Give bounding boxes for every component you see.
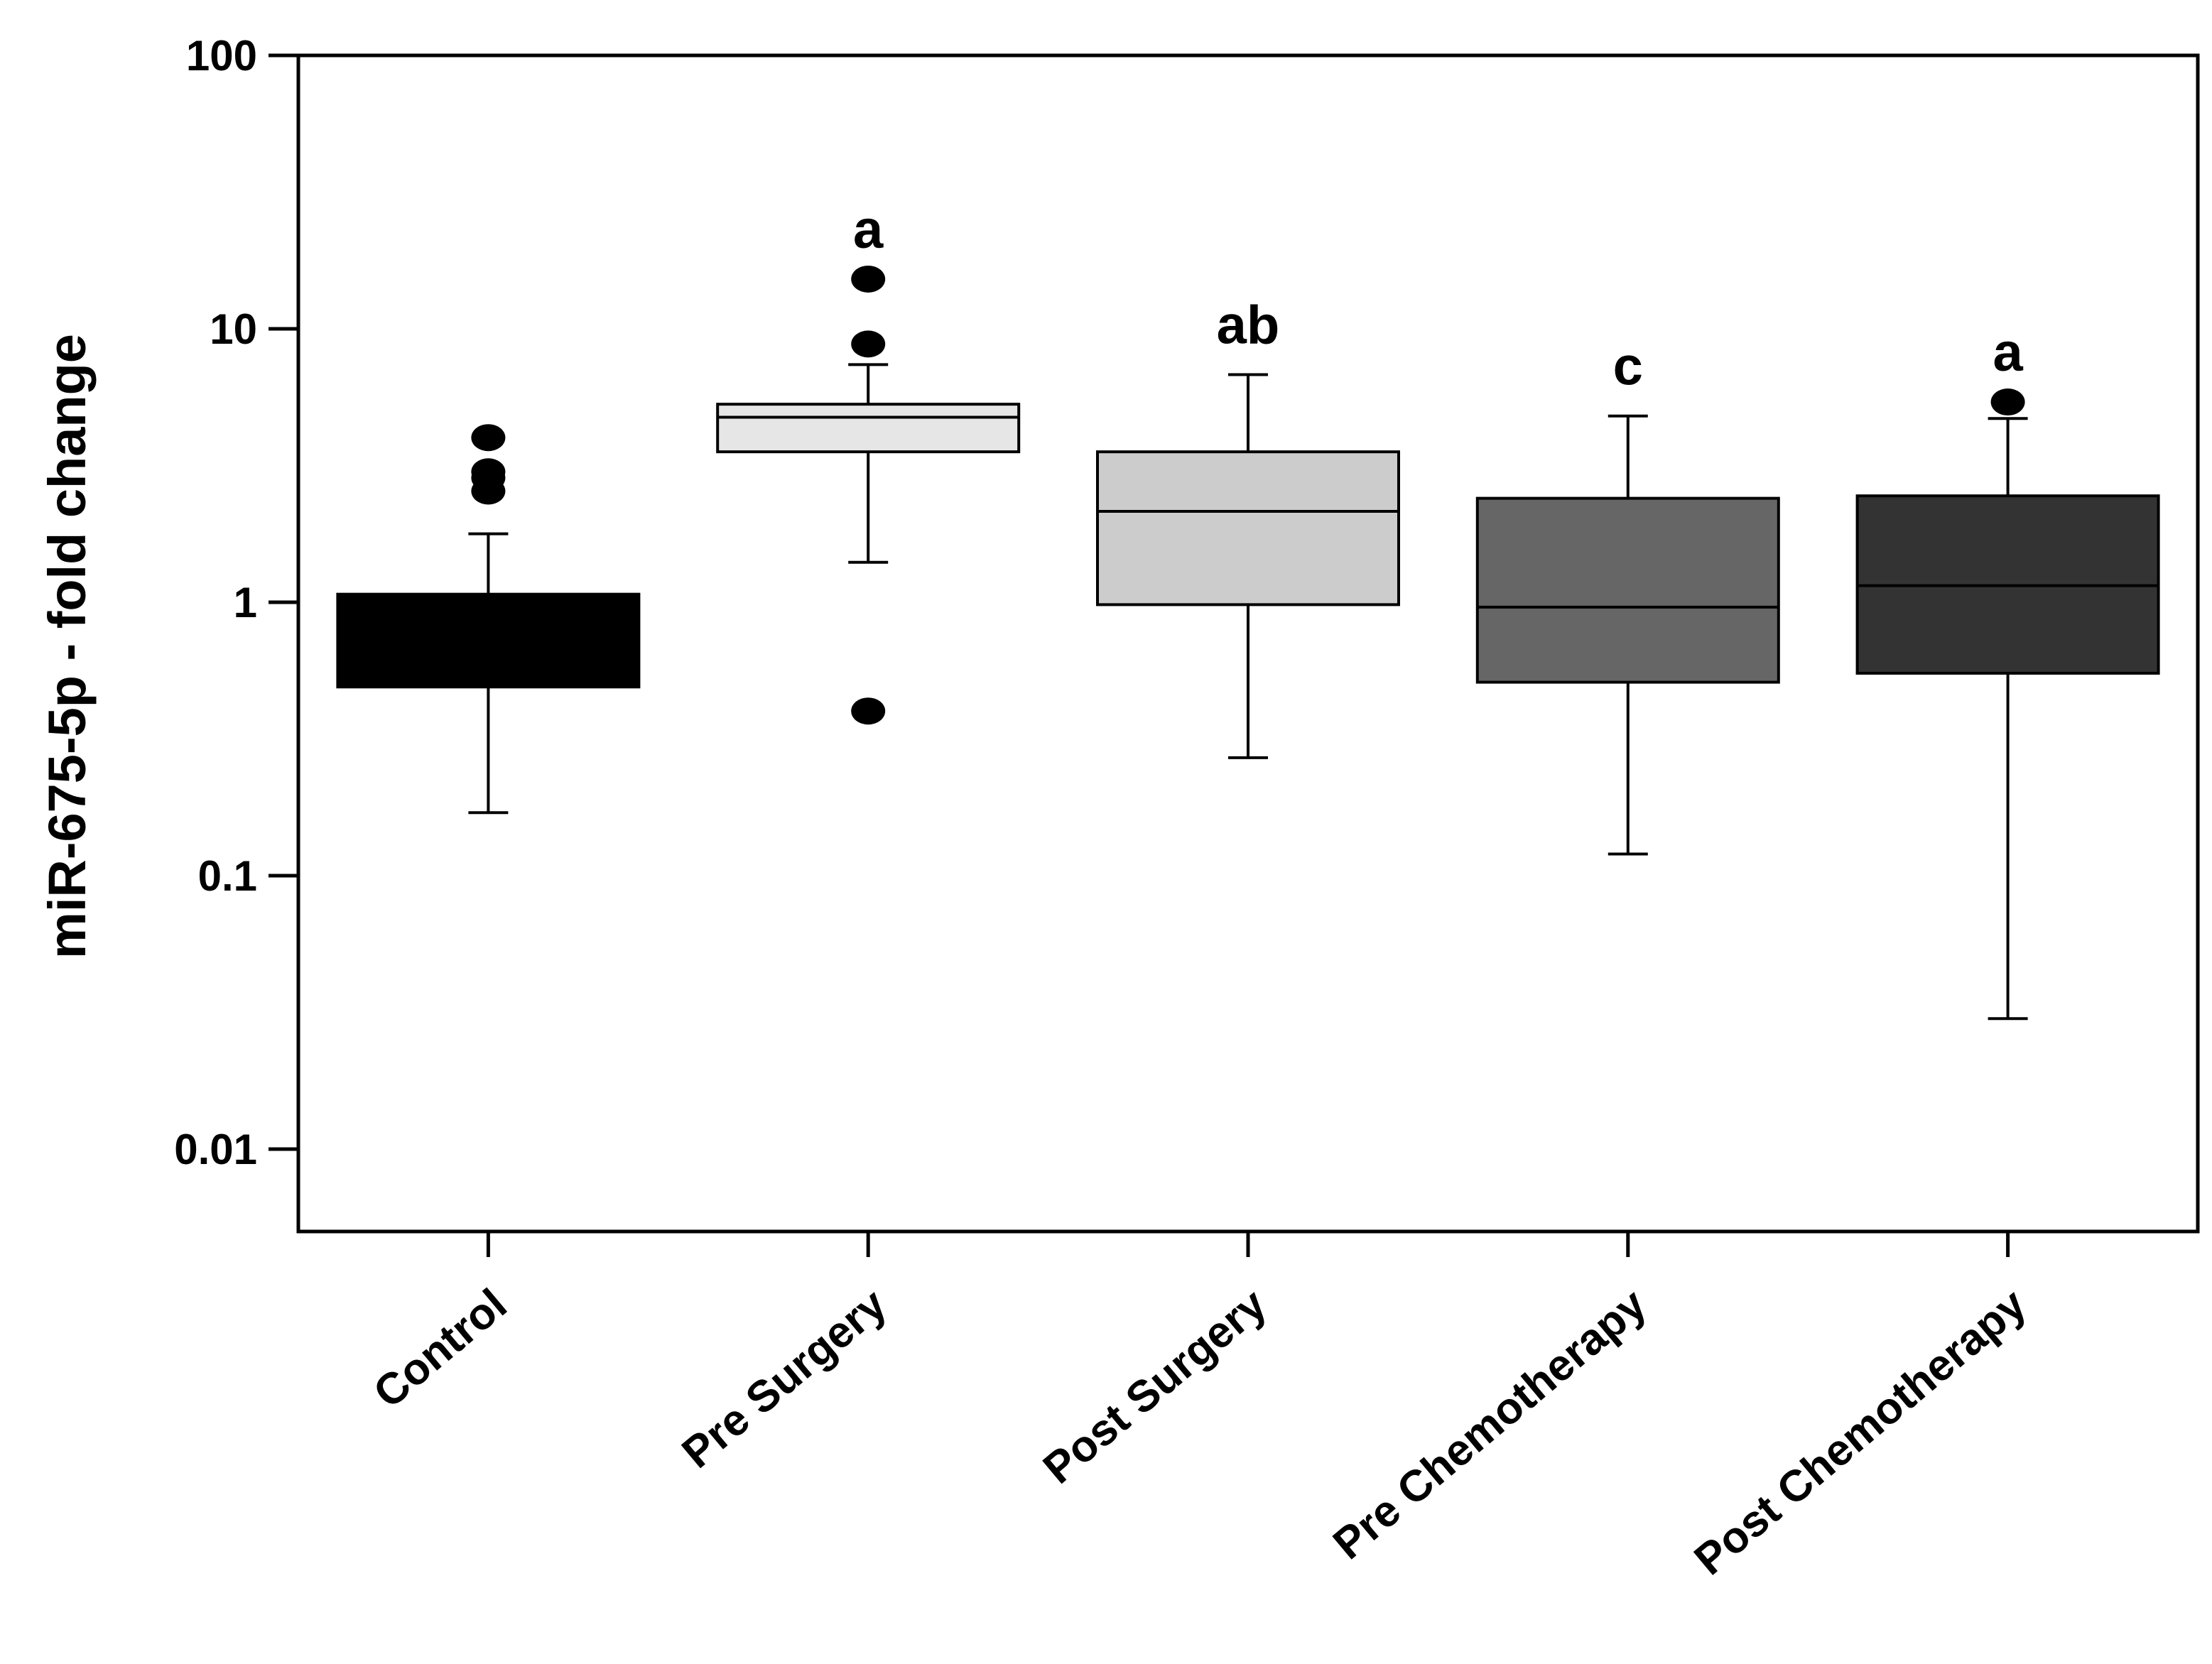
box-group: c [1475,337,1780,856]
box-iqr [716,403,1021,454]
box-group: ab [1096,295,1400,759]
box-iqr [1096,450,1400,607]
outlier-point [471,477,506,505]
y-tick-label: 100 [186,32,257,80]
outlier-point [851,265,886,293]
x-category-label: Pre Surgery [673,1280,896,1478]
box-group: a [1855,322,2160,1021]
box-iqr [336,592,641,689]
outlier-point [851,330,886,358]
outlier-point [851,697,886,725]
y-axis-title: miR-675-5p - fold change [38,334,97,959]
box-group: a [716,200,1021,725]
y-tick-label: 1 [234,579,257,626]
x-category-label: Post Surgery [1034,1280,1276,1494]
significance-label: c [1613,337,1643,397]
box-iqr [1475,496,1780,684]
significance-label: ab [1217,295,1280,355]
y-tick-label: 0.1 [198,852,257,900]
x-category-label: Control [364,1280,516,1418]
box-group [336,424,641,815]
significance-label: a [1993,322,2023,383]
x-axis: Control Pre Surgery Post Surgery Pre Chemot… [364,1231,2036,1584]
y-tick-label: 10 [210,305,257,353]
outlier-point [471,424,506,452]
x-category-label: Pre Chemotherapy [1324,1280,1656,1570]
box-series: a ab c a [336,200,2160,1021]
y-tick-label: 0.01 [174,1126,257,1173]
y-axis: 100 10 1 0.1 0.01 [174,32,298,1173]
significance-label: a [853,200,884,260]
outlier-point [1990,388,2025,416]
x-category-label: Post Chemotherapy [1686,1280,2036,1585]
